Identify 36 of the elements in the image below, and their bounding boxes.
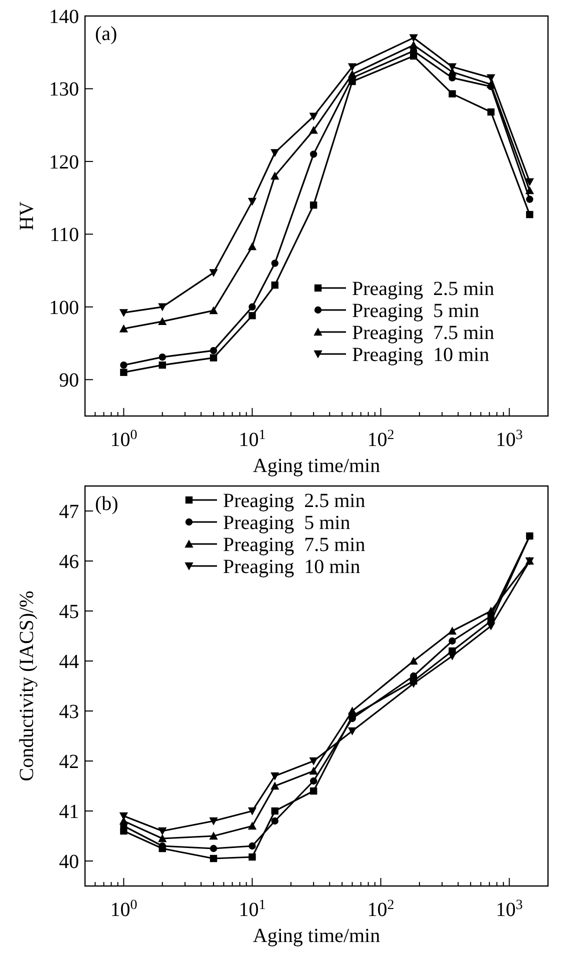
x-tick-label: 10$^{0}$ [110, 898, 138, 921]
y-tick-label: 41 [59, 801, 79, 823]
y-tick-label: 40 [59, 851, 79, 873]
y-tick-label: 42 [59, 751, 79, 773]
legend-label: Preaging 7.5 min [223, 534, 366, 556]
legend-label: Preaging 7.5 min [352, 322, 494, 344]
x-tick-label: 10$^{3}$ [496, 428, 523, 451]
y-axis-title: HV [16, 201, 38, 230]
legend-label: Preaging 10 min [223, 556, 360, 578]
y-tick-label: 120 [49, 151, 79, 174]
y-tick-label: 110 [50, 224, 79, 246]
legend-label: Preaging 10 min [352, 344, 490, 366]
x-tick-label: 10$^{2}$ [367, 428, 394, 451]
legend-label: Preaging 2.5 min [223, 490, 366, 512]
y-tick-label: 43 [59, 701, 79, 723]
y-tick-label: 44 [59, 651, 79, 673]
x-axis-title: Aging time/min [252, 455, 380, 477]
annotation: (a) [95, 23, 118, 45]
legend-label: Preaging 5 min [223, 512, 350, 534]
legend-label: Preaging 2.5 min [352, 278, 494, 300]
x-tick-label: 10$^{1}$ [238, 428, 266, 451]
y-tick-label: 140 [49, 6, 79, 28]
y-axis-title: Conductivity (IACS)/% [16, 590, 38, 782]
y-tick-label: 47 [59, 501, 79, 523]
annotation: (b) [95, 493, 118, 515]
y-tick-label: 46 [59, 551, 79, 573]
x-tick-label: 10$^{0}$ [110, 428, 138, 451]
y-tick-label: 100 [49, 296, 79, 319]
y-tick-label: 45 [59, 601, 79, 623]
x-axis-title: Aging time/min [252, 925, 380, 947]
x-tick-label: 10$^{2}$ [367, 898, 394, 921]
y-tick-label: 90 [59, 370, 79, 392]
y-tick-label: 130 [49, 78, 79, 101]
legend-label: Preaging 5 min [352, 300, 480, 322]
x-tick-label: 10$^{3}$ [496, 898, 523, 921]
x-tick-label: 10$^{1}$ [238, 898, 266, 921]
